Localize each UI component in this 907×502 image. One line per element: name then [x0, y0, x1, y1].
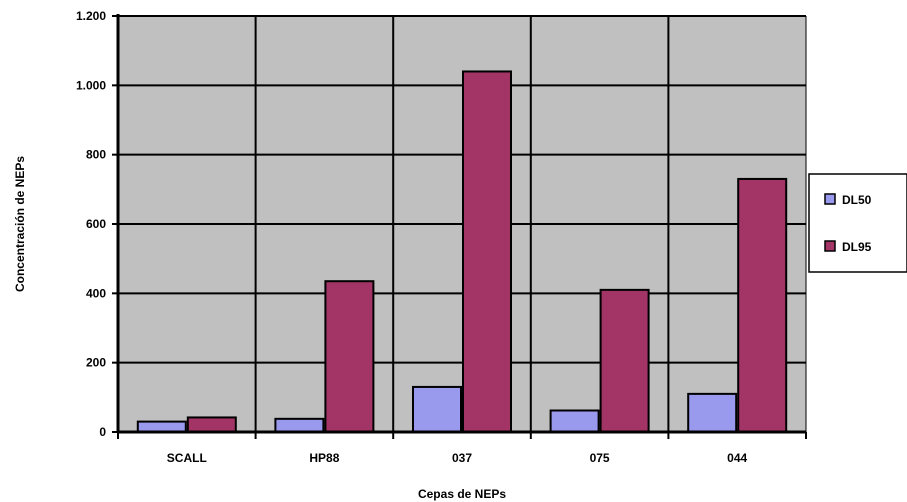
- y-tick-label: 600: [86, 217, 106, 231]
- y-tick-label: 800: [86, 148, 106, 162]
- bar-dl50-044: [687, 392, 738, 434]
- legend-label-dl95: DL95: [842, 240, 872, 254]
- y-tick-label: 200: [86, 356, 106, 370]
- bar-dl50-hp88: [274, 417, 325, 433]
- x-tick-label: SCALL: [167, 451, 207, 465]
- bar-dl95-037: [462, 70, 512, 433]
- y-tick-label: 1.000: [76, 78, 106, 92]
- legend-label-dl50: DL50: [842, 193, 872, 207]
- bar-dl95-044: [737, 177, 788, 433]
- bar-dl50-scall: [136, 420, 187, 434]
- tick-labels: 0 200 400 600 800 1.000 1.200 SCALL HP88 037 075 04…: [76, 9, 748, 465]
- x-tick-label: HP88: [309, 451, 339, 465]
- y-tick-label: 400: [86, 286, 106, 300]
- x-axis-title: Cepas de NEPs: [418, 487, 506, 501]
- x-tick-label: 037: [452, 451, 472, 465]
- legend-swatch-dl95: [824, 240, 836, 252]
- x-tick-label: 044: [727, 451, 747, 465]
- bar-dl95-hp88: [324, 280, 375, 434]
- legend-swatch-dl50: [824, 193, 836, 205]
- y-tick-label: 1.200: [76, 9, 106, 23]
- y-tick-label: 0: [99, 425, 106, 439]
- axes: [112, 14, 807, 439]
- bar-dl95-075: [599, 288, 650, 433]
- bar-dl50-037: [412, 385, 462, 433]
- legend-box: [808, 173, 907, 273]
- bar-dl95-scall: [186, 416, 237, 434]
- legend: DL50 DL95: [808, 173, 907, 273]
- x-tick-label: 075: [590, 451, 610, 465]
- y-axis-title: Concentración de NEPs: [13, 156, 27, 292]
- bar-dl50-075: [549, 409, 600, 433]
